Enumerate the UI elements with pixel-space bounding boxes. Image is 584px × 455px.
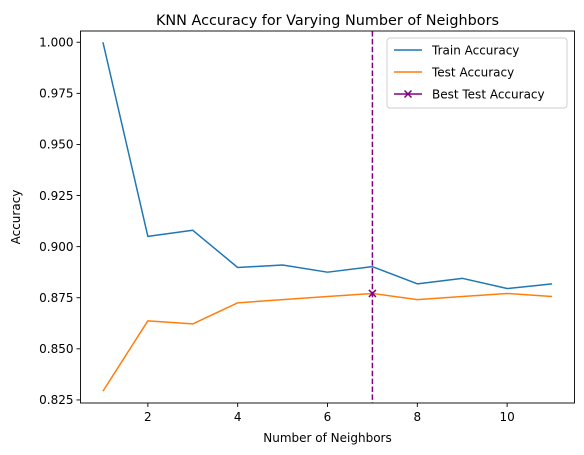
y-tick-label: 0.900: [39, 240, 73, 254]
y-tick-label: 0.925: [39, 189, 73, 203]
y-tick-label: 0.875: [39, 291, 73, 305]
plot-area: [102, 31, 553, 403]
y-tick-label: 1.000: [39, 36, 73, 50]
x-tick-label: 4: [234, 410, 242, 424]
y-tick-label: 0.950: [39, 138, 73, 152]
chart-title: KNN Accuracy for Varying Number of Neigh…: [156, 13, 499, 29]
x-tick-label: 2: [144, 410, 152, 424]
y-axis-label: Accuracy: [9, 190, 23, 245]
train-accuracy-line: [102, 42, 553, 290]
legend-marker-stroke: [403, 89, 413, 99]
legend-box: [386, 37, 568, 109]
y-tick-label: 0.975: [39, 87, 73, 101]
x-marker-stroke: [368, 289, 377, 298]
test-accuracy-line: [102, 292, 553, 392]
x-axis-label: Number of Neighbors: [263, 431, 391, 445]
y-tick-label: 0.825: [39, 393, 73, 407]
x-axis-ticks: 2 4 6 8 10: [144, 403, 515, 424]
legend-label: Train Accuracy: [431, 43, 519, 57]
x-tick-label: 8: [413, 410, 421, 424]
legend: Train Accuracy Test Accuracy Best Test Acc…: [386, 37, 568, 109]
x-tick-label: 10: [499, 410, 514, 424]
legend-label: Test Accuracy: [431, 65, 514, 79]
y-axis-ticks: 0.825 0.850 0.875 0.900 0.925 0.950 0.975 1.000: [39, 36, 81, 407]
best-test-accuracy-marker: [368, 289, 377, 298]
legend-label: Best Test Accuracy: [432, 87, 545, 101]
y-tick-label: 0.850: [39, 342, 73, 356]
x-tick-label: 6: [324, 410, 332, 424]
